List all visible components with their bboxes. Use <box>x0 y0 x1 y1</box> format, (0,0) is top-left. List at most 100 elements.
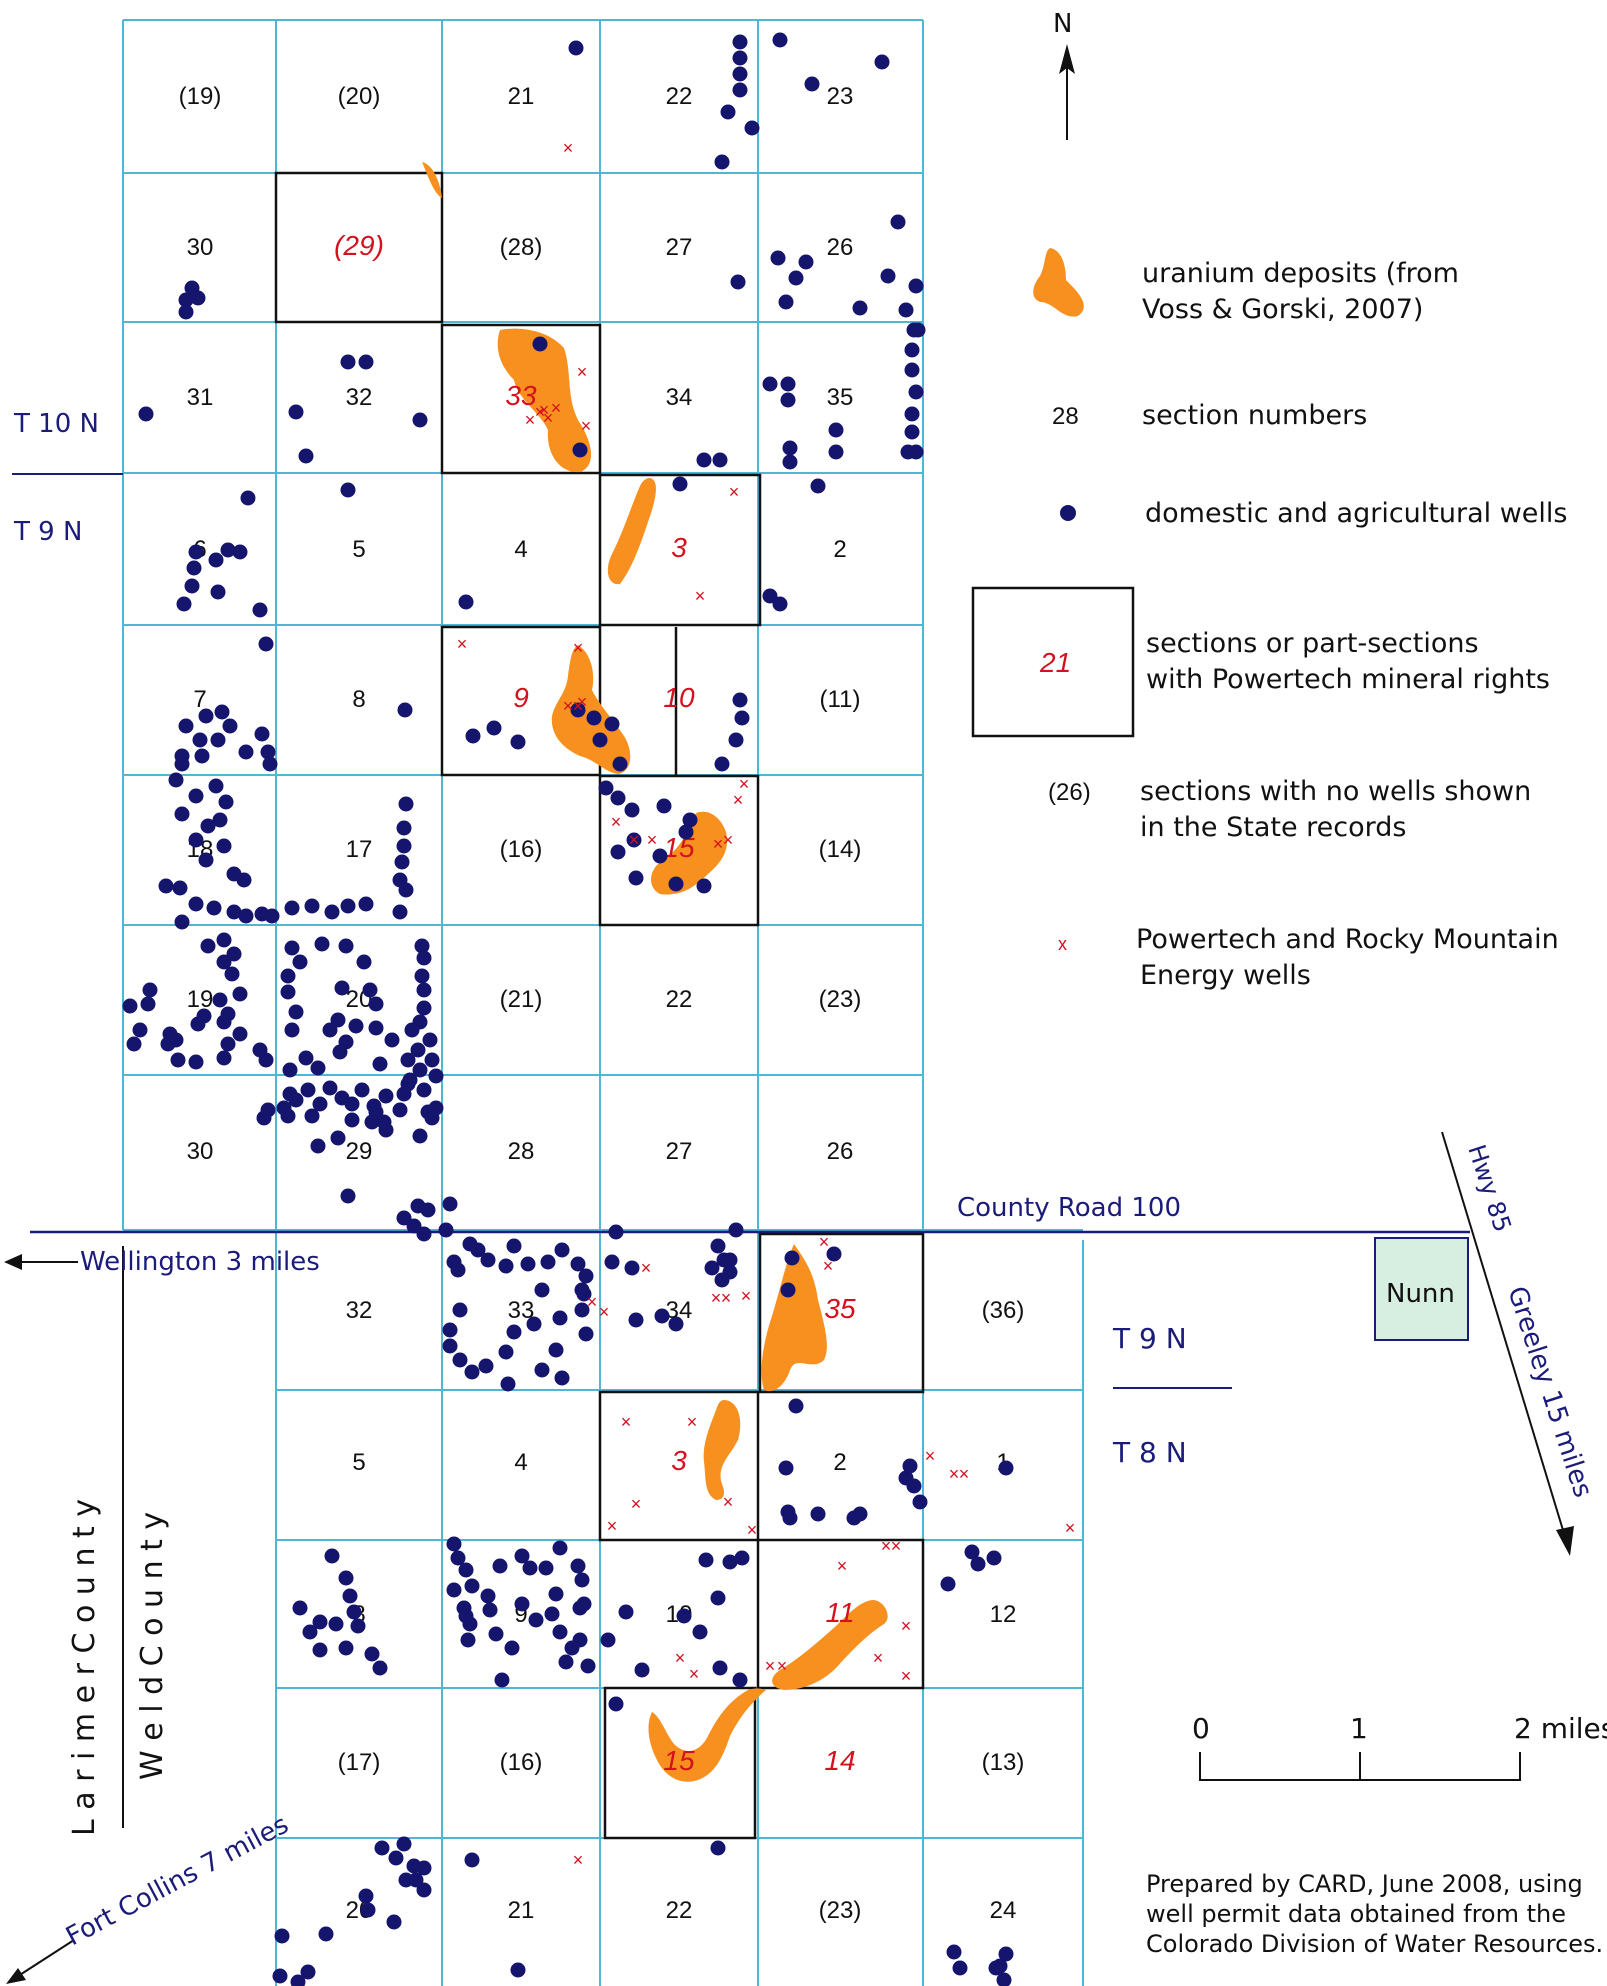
section-label: 21 <box>508 83 535 110</box>
well-dot <box>310 1138 326 1154</box>
well-dot <box>218 794 234 810</box>
section-label: 22 <box>666 986 693 1013</box>
well-dot <box>580 1658 596 1674</box>
well-dot <box>828 422 844 438</box>
well-dot <box>216 838 232 854</box>
well-dot <box>280 968 296 984</box>
powertech-x-mark: × <box>563 696 574 716</box>
powertech-x-mark: × <box>525 410 536 430</box>
well-dot <box>480 1252 496 1268</box>
powertech-x-mark: × <box>577 692 588 712</box>
section-label: 30 <box>187 234 214 261</box>
well-dot <box>424 1110 440 1126</box>
nunn-box <box>1374 1237 1469 1341</box>
powertech-x-mark: × <box>587 1292 598 1312</box>
well-dot <box>284 1022 300 1038</box>
legend-section-sample: 28 <box>1052 403 1079 430</box>
well-dot <box>254 726 270 742</box>
well-dot <box>624 1260 640 1276</box>
section-label: 9 <box>513 682 529 713</box>
well-dot <box>216 1050 232 1066</box>
well-dot <box>986 1550 1002 1566</box>
well-dot <box>778 294 794 310</box>
larimer-county-label: L a r i m e r C o u n t y <box>67 1499 102 1836</box>
well-dot <box>532 336 548 352</box>
section-label: 5 <box>352 1449 365 1476</box>
well-dot <box>176 596 192 612</box>
well-dot <box>138 406 154 422</box>
well-dot <box>416 1000 432 1016</box>
well-dot <box>216 932 232 948</box>
well-dot <box>288 1092 304 1108</box>
powertech-wells: ×××××× ××××× ×× ×××××× × × ×××××× ×× ×× ×× ×× ××× ××… <box>457 138 1076 1870</box>
section-label: 21 <box>508 1897 535 1924</box>
section-label: (29) <box>334 230 384 261</box>
well-dot <box>226 946 242 962</box>
well-dot <box>710 1238 726 1254</box>
well-dot <box>672 476 688 492</box>
well-dot <box>392 904 408 920</box>
well-dot <box>668 876 684 892</box>
well-dot <box>122 998 138 1014</box>
section-label: 11 <box>825 1597 854 1628</box>
well-dot <box>722 1554 738 1570</box>
well-dot <box>696 878 712 894</box>
well-dot <box>480 1588 496 1604</box>
well-dot <box>608 1696 624 1712</box>
nunn-label: Nunn <box>1386 1279 1455 1309</box>
well-dot <box>964 1544 980 1560</box>
powertech-x-mark: × <box>733 790 744 810</box>
well-dot <box>412 1014 428 1030</box>
well-dot <box>364 1646 380 1662</box>
well-dot <box>628 870 644 886</box>
section-label: 28 <box>508 1138 535 1165</box>
well-dot <box>302 1624 318 1640</box>
well-dot <box>852 300 868 316</box>
well-dot <box>216 954 232 970</box>
well-dot <box>504 1640 520 1656</box>
section-label: 8 <box>352 686 365 713</box>
well-dot <box>626 832 642 848</box>
well-dot <box>996 1972 1012 1986</box>
section-label: 22 <box>666 1897 693 1924</box>
well-dot <box>416 950 432 966</box>
well-dot <box>710 1590 726 1606</box>
well-dot <box>728 1222 744 1238</box>
well-dot <box>904 362 920 378</box>
well-dot <box>570 1558 586 1574</box>
well-dot <box>544 1606 560 1622</box>
well-dot <box>282 1062 298 1078</box>
well-dot <box>322 1080 338 1096</box>
well-dot <box>132 1022 148 1038</box>
well-dot <box>342 1588 358 1604</box>
well-dot <box>970 1556 986 1572</box>
section-label: 7 <box>193 686 206 713</box>
well-dot <box>288 1004 304 1020</box>
well-dot <box>358 1888 374 1904</box>
section-label: 5 <box>352 536 365 563</box>
well-dot <box>312 1642 328 1658</box>
powertech-x-mark: × <box>723 1492 734 1512</box>
well-dot <box>714 154 730 170</box>
well-dot <box>940 1576 956 1592</box>
well-dot <box>322 1022 338 1038</box>
well-dot <box>216 1014 232 1030</box>
well-dot <box>172 880 188 896</box>
fortcollins-arrow <box>11 1939 75 1981</box>
well-dot <box>338 1570 354 1586</box>
powertech-x-mark: × <box>765 1656 776 1676</box>
legend: uranium deposits (from Voss & Gorski, 20… <box>971 248 1567 991</box>
well-dot <box>778 1460 794 1476</box>
credit-line3: Colorado Division of Water Resources. <box>1146 1930 1603 1958</box>
well-dot <box>464 1578 480 1594</box>
county-road-label: County Road 100 <box>957 1193 1181 1223</box>
well-dot <box>458 594 474 610</box>
well-dot <box>482 1602 498 1618</box>
well-dot <box>574 1302 590 1318</box>
powertech-x-mark: × <box>729 482 740 502</box>
section-label: 34 <box>666 384 693 411</box>
legend-well-dot <box>1060 505 1076 521</box>
well-dot <box>500 1376 516 1392</box>
powertech-x-mark: × <box>599 1302 610 1322</box>
wellington-label: Wellington 3 miles <box>80 1247 320 1277</box>
